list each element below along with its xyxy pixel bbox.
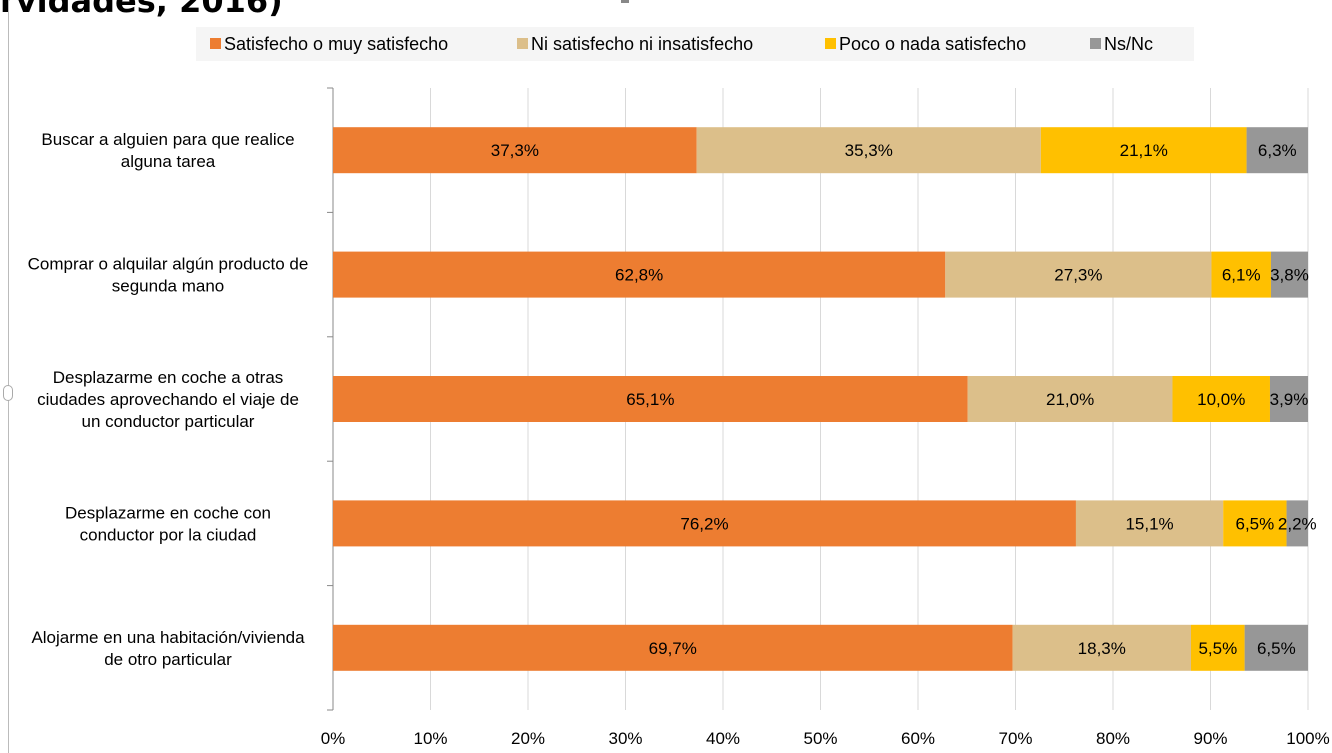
bar-value-label: 10,0% (1197, 390, 1245, 409)
bar-value-label: 2,2% (1278, 514, 1317, 533)
x-tick-label: 40% (706, 729, 740, 748)
bar-segments (333, 127, 1308, 671)
bar-value-label: 65,1% (626, 390, 674, 409)
bar-segment (1223, 500, 1287, 547)
x-tick-label: 60% (901, 729, 935, 748)
bar-value-label: 76,2% (680, 514, 728, 533)
bar-segment (696, 127, 1041, 174)
legend-label: Ns/Nc (1104, 34, 1153, 54)
category-label: Buscar a alguien para que realice (41, 130, 294, 149)
bar-segment (967, 376, 1173, 422)
legend: Satisfecho o muy satisfecho Ni satisfecho… (210, 34, 1153, 54)
x-tick-label: 20% (511, 729, 545, 748)
y-axis (327, 87, 334, 711)
bar-data-labels: 37,3% 35,3% 21,1% 6,3% 62,8% 27,3% 6,1% 3,8% 65,… (491, 141, 1317, 658)
legend-swatch (1090, 38, 1101, 49)
bar-value-label: 69,7% (649, 639, 697, 658)
legend-background (196, 27, 1194, 61)
bar-value-label: 21,0% (1046, 390, 1094, 409)
category-label: alguna tarea (121, 152, 216, 171)
category-label: Desplazarme en coche a otras (53, 368, 284, 387)
bar-segment (1172, 376, 1270, 422)
x-tick-label: 0% (321, 729, 346, 748)
bar-value-label: 6,5% (1257, 639, 1296, 658)
bar-value-label: 6,1% (1222, 266, 1261, 285)
category-label: ciudades aprovechando el viaje de (37, 390, 299, 409)
bar-segment (1270, 251, 1308, 298)
resize-handle-icon[interactable] (3, 385, 13, 401)
legend-label: Satisfecho o muy satisfecho (224, 34, 448, 54)
bar-segment (1012, 624, 1191, 671)
bar-value-label: 27,3% (1054, 266, 1102, 285)
bar-segment (1286, 500, 1308, 547)
bar-segment (333, 500, 1076, 547)
bar-value-label: 18,3% (1078, 639, 1126, 658)
left-panel-border (8, 0, 9, 753)
category-label: un conductor particular (82, 412, 255, 431)
title-underscore-mark (621, 0, 629, 3)
bar-value-label: 3,9% (1270, 390, 1309, 409)
x-tick-label: 30% (608, 729, 642, 748)
bar-value-label: 37,3% (491, 141, 539, 160)
legend-swatch (517, 38, 528, 49)
bar-segment (333, 251, 946, 298)
bar-segment (1269, 376, 1308, 422)
category-label: segunda mano (112, 277, 224, 296)
bar-value-label: 6,3% (1258, 141, 1297, 160)
x-axis-tick-labels: 0% 10% 20% 30% 40% 50% 60% 70% 80% 90% 100% (321, 729, 1330, 748)
x-tick-label: 70% (998, 729, 1032, 748)
x-tick-label: 80% (1096, 729, 1130, 748)
category-label: Desplazarme en coche con (65, 503, 271, 522)
bar-value-label: 62,8% (615, 266, 663, 285)
bar-segment (945, 251, 1212, 298)
category-label: Alojarme en una habitación/vivienda (31, 628, 305, 647)
legend-label: Poco o nada satisfecho (839, 34, 1026, 54)
bar-value-label: 6,5% (1235, 514, 1274, 533)
legend-swatch (210, 38, 221, 49)
bar-value-label: 15,1% (1125, 514, 1173, 533)
category-labels: Buscar a alguien para que realice alguna … (28, 130, 309, 669)
bar-segment (333, 624, 1013, 671)
chart-title-fragment: rvidades, 2016) (0, 0, 283, 20)
category-label: de otro particular (104, 650, 232, 669)
x-tick-label: 100% (1286, 729, 1329, 748)
legend-label: Ni satisfecho ni insatisfecho (531, 34, 753, 54)
bar-value-label: 3,8% (1270, 266, 1309, 285)
bar-segment (1211, 251, 1271, 298)
bar-segment (1191, 624, 1245, 671)
x-tick-label: 50% (803, 729, 837, 748)
bar-value-label: 5,5% (1198, 639, 1237, 658)
bar-value-label: 35,3% (845, 141, 893, 160)
legend-swatch (825, 38, 836, 49)
category-label: conductor por la ciudad (80, 525, 257, 544)
bar-segment (1244, 624, 1308, 671)
bar-segment (333, 127, 697, 174)
category-label: Comprar o alquilar algún producto de (28, 255, 309, 274)
bar-segment (1246, 127, 1308, 174)
bar-segment (333, 376, 968, 422)
bar-segment (1075, 500, 1224, 547)
x-tick-label: 90% (1193, 729, 1227, 748)
bar-segment (1040, 127, 1247, 174)
bar-value-label: 21,1% (1120, 141, 1168, 160)
x-tick-label: 10% (413, 729, 447, 748)
